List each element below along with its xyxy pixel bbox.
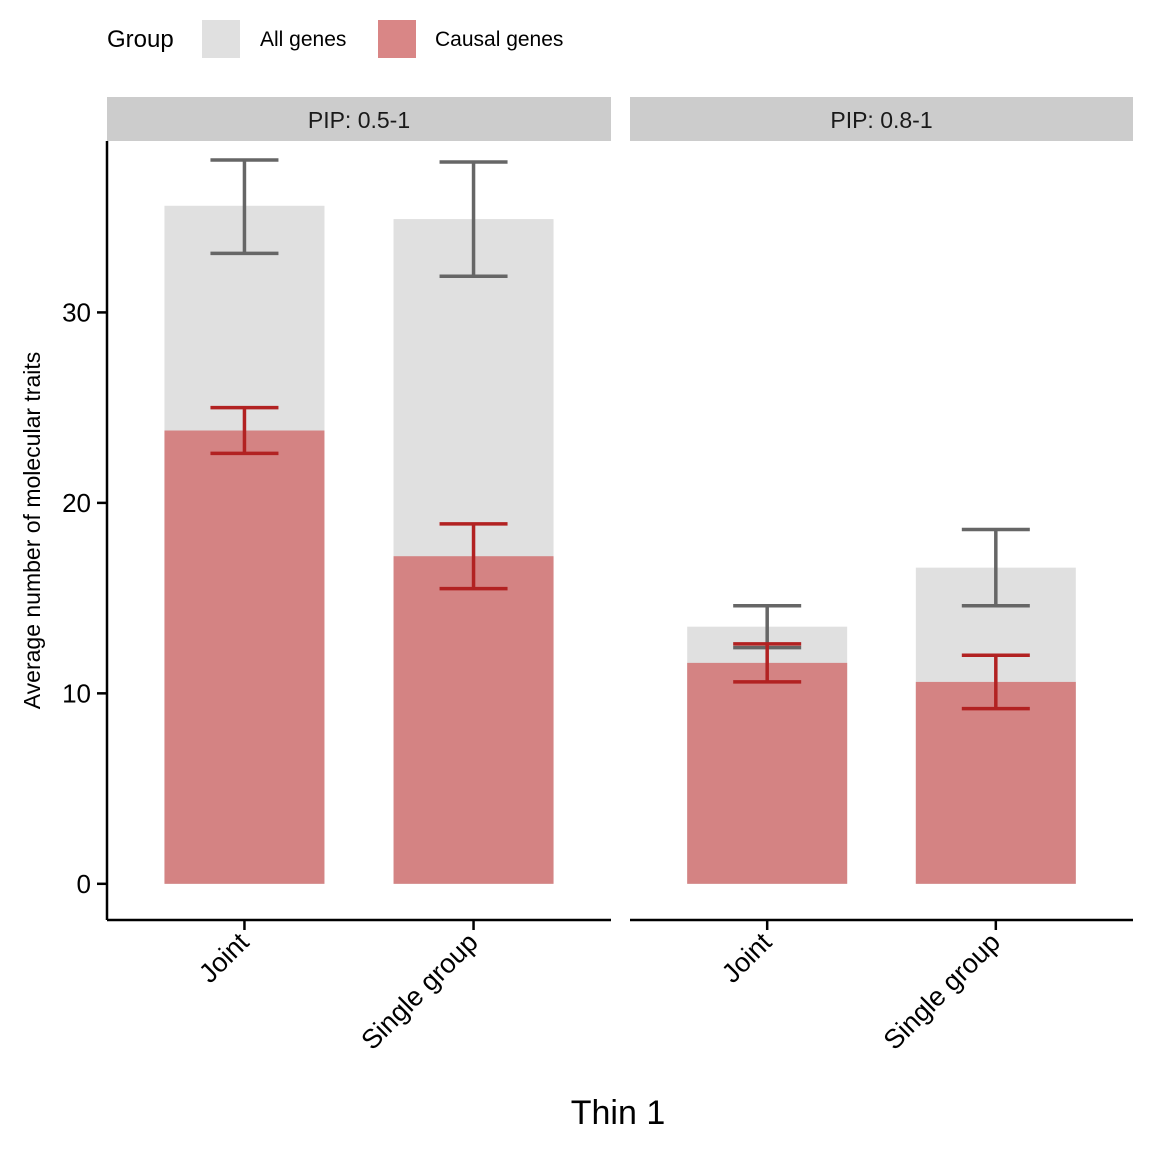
y-tick-label: 20 bbox=[62, 488, 91, 518]
facet-strip bbox=[107, 97, 611, 141]
y-tick-label: 10 bbox=[62, 678, 91, 708]
legend-label-causal-genes: Causal genes bbox=[435, 28, 564, 51]
y-tick-label: 0 bbox=[77, 869, 91, 899]
y-axis-title: Average number of molecular traits bbox=[19, 352, 45, 710]
legend-label-all-genes: All genes bbox=[260, 28, 347, 51]
x-tick-label: Single group bbox=[355, 927, 483, 1055]
legend-key-causal-genes bbox=[378, 20, 416, 58]
x-axis-title: Thin 1 bbox=[571, 1094, 666, 1132]
legend-title: Group bbox=[107, 26, 174, 53]
legend-key-all-genes bbox=[202, 20, 240, 58]
x-tick-label: Joint bbox=[193, 927, 255, 989]
bar-causal-genes bbox=[164, 430, 325, 884]
bar-causal-genes bbox=[687, 662, 848, 884]
bar-causal-genes bbox=[393, 556, 554, 884]
facet-label: PIP: 0.8-1 bbox=[830, 107, 932, 133]
facet-strip bbox=[630, 97, 1133, 141]
x-tick-label: Single group bbox=[878, 927, 1006, 1055]
x-tick-label: Joint bbox=[716, 927, 778, 989]
legend: Group All genes Causal genes bbox=[0, 0, 1152, 80]
facet-label: PIP: 0.5-1 bbox=[308, 107, 410, 133]
bar-causal-genes bbox=[915, 681, 1076, 884]
y-tick-label: 30 bbox=[62, 297, 91, 327]
